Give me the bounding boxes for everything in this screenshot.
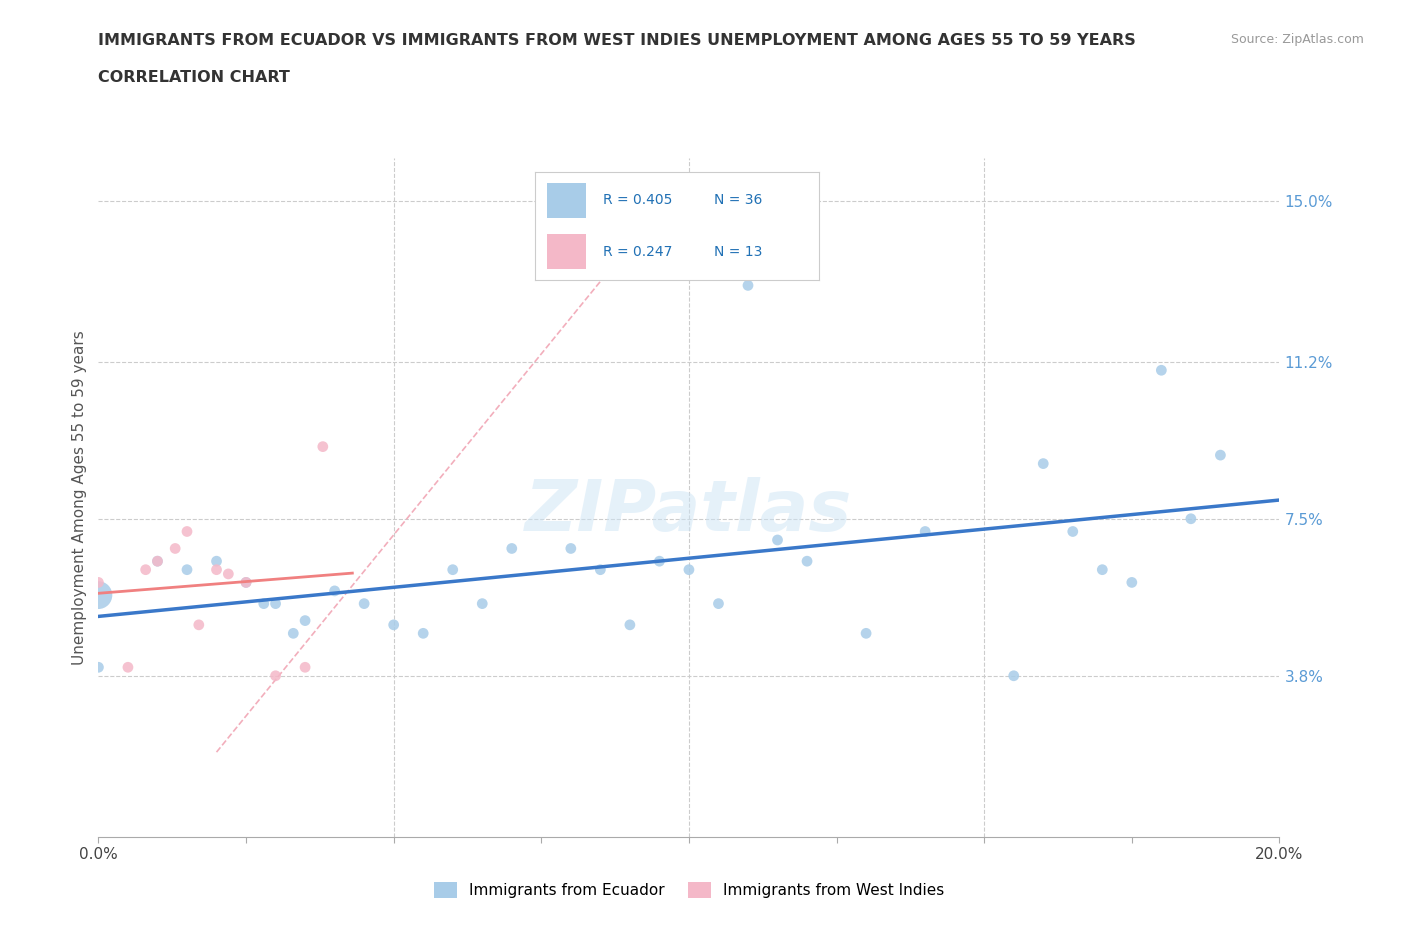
Point [560, 541, 582, 556]
Point [87, 588, 110, 603]
Point [176, 525, 198, 539]
Point [412, 626, 434, 641]
Point [235, 575, 257, 590]
Point [294, 613, 316, 628]
Point [146, 553, 169, 568]
Text: CORRELATION CHART: CORRELATION CHART [98, 70, 290, 85]
Point [648, 553, 671, 568]
Point [353, 596, 375, 611]
Point [283, 626, 305, 641]
Point [678, 563, 700, 578]
Point [766, 533, 789, 548]
Point [235, 575, 257, 590]
Point [619, 618, 641, 632]
Legend: Immigrants from Ecuador, Immigrants from West Indies: Immigrants from Ecuador, Immigrants from… [427, 876, 950, 904]
Point [1091, 563, 1114, 578]
Point [441, 563, 464, 578]
Point [1121, 575, 1143, 590]
Y-axis label: Unemployment Among Ages 55 to 59 years: Unemployment Among Ages 55 to 59 years [72, 330, 87, 665]
Point [914, 525, 936, 539]
Point [382, 618, 405, 632]
Point [1062, 525, 1084, 539]
Point [187, 618, 209, 632]
Text: Source: ZipAtlas.com: Source: ZipAtlas.com [1230, 33, 1364, 46]
Point [205, 563, 228, 578]
Point [855, 626, 877, 641]
Point [87, 575, 110, 590]
Point [737, 278, 759, 293]
Point [1209, 447, 1232, 462]
Point [707, 596, 730, 611]
Point [1002, 669, 1025, 684]
Point [264, 669, 287, 684]
Point [205, 553, 228, 568]
Point [87, 660, 110, 675]
Point [217, 566, 239, 581]
Point [589, 563, 612, 578]
Point [176, 563, 198, 578]
Point [471, 596, 494, 611]
Point [135, 563, 157, 578]
Point [165, 541, 187, 556]
Point [253, 596, 276, 611]
Point [294, 660, 316, 675]
Point [501, 541, 523, 556]
Point [146, 553, 169, 568]
Text: IMMIGRANTS FROM ECUADOR VS IMMIGRANTS FROM WEST INDIES UNEMPLOYMENT AMONG AGES 5: IMMIGRANTS FROM ECUADOR VS IMMIGRANTS FR… [98, 33, 1136, 47]
Point [1150, 363, 1173, 378]
Point [312, 439, 335, 454]
Text: ZIPatlas: ZIPatlas [526, 477, 852, 546]
Point [117, 660, 139, 675]
Point [1032, 457, 1054, 472]
Point [323, 583, 346, 598]
Point [796, 553, 818, 568]
Point [264, 596, 287, 611]
Point [1180, 512, 1202, 526]
